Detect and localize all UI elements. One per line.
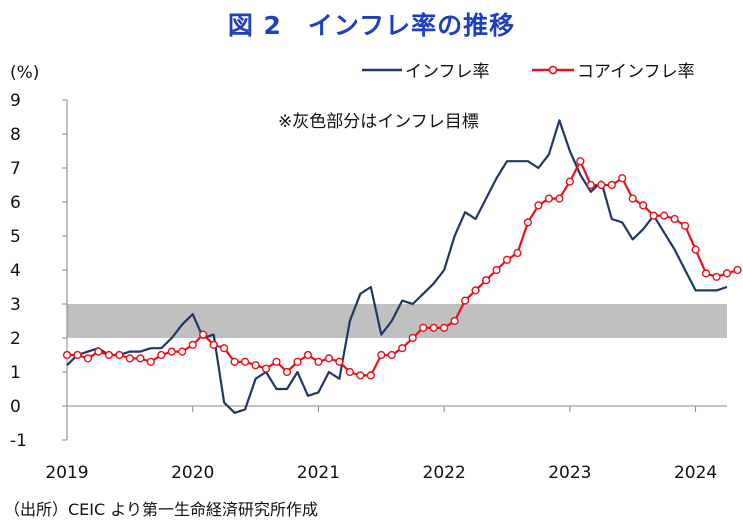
core-inflation-point — [513, 248, 522, 258]
core-inflation-point — [722, 269, 732, 278]
core-inflation-point — [670, 214, 679, 224]
core-inflation-point — [712, 272, 721, 281]
core-inflation-point — [356, 371, 365, 380]
core-inflation-point — [429, 323, 438, 332]
core-inflation-point — [125, 354, 134, 363]
core-inflation-point — [628, 194, 637, 203]
chart-title: 図 2 インフレ率の推移 — [227, 11, 516, 40]
core-inflation-point — [335, 357, 344, 366]
core-inflation-point — [471, 286, 480, 295]
core-inflation-point — [94, 347, 103, 356]
core-inflation-point — [555, 194, 564, 203]
legend-core-label: コアインフレ率 — [577, 62, 695, 82]
core-inflation-point — [209, 340, 218, 349]
y-tick-label: 2 — [10, 329, 21, 349]
target-band-annotation: ※灰色部分はインフレ目標 — [278, 112, 479, 132]
core-inflation-point — [146, 357, 155, 366]
y-tick-label: 8 — [10, 125, 21, 145]
core-inflation-point — [450, 316, 459, 326]
core-inflation-point — [492, 265, 501, 275]
y-tick-label: 0 — [10, 397, 21, 417]
core-inflation-point — [618, 174, 627, 183]
x-tick-label: 2024 — [674, 463, 717, 483]
core-inflation-point — [199, 330, 208, 339]
core-inflation-point — [502, 255, 512, 264]
core-inflation-point — [188, 340, 197, 349]
core-inflation-point — [62, 350, 72, 360]
y-tick-label: 3 — [10, 295, 21, 315]
core-inflation-point — [565, 177, 574, 186]
legend-inflation-label: インフレ率 — [405, 62, 490, 82]
core-inflation-point — [481, 276, 491, 285]
core-inflation-point — [649, 211, 658, 220]
inflation-line — [66, 119, 728, 414]
core-inflation-point — [440, 323, 449, 332]
y-tick-label: 9 — [10, 91, 21, 111]
core-inflation-point — [576, 157, 585, 166]
core-inflation-point — [586, 180, 595, 190]
core-inflation-point — [597, 180, 606, 190]
legend-core-marker — [548, 65, 558, 75]
core-inflation-point — [387, 350, 396, 360]
core-inflation-point — [314, 357, 323, 366]
core-inflation-point — [272, 357, 281, 366]
y-tick-label: 7 — [10, 159, 21, 179]
y-tick-label: 5 — [10, 227, 21, 247]
core-inflation-point — [398, 344, 407, 353]
core-inflation-point — [377, 350, 386, 360]
core-inflation-point — [261, 364, 271, 373]
core-inflation-point — [660, 211, 669, 220]
core-inflation-point — [293, 357, 302, 366]
y-tick-label: 1 — [10, 363, 21, 383]
core-inflation-point — [73, 350, 82, 360]
y-tick-label: 6 — [10, 193, 21, 213]
core-inflation-point — [691, 245, 700, 254]
core-inflation-point — [157, 350, 166, 360]
y-tick-label: 4 — [10, 261, 21, 281]
core-inflation-point — [251, 361, 260, 370]
core-inflation-point — [115, 350, 124, 360]
core-inflation-point — [733, 265, 742, 275]
core-inflation-point — [324, 354, 334, 363]
core-inflation-point — [408, 333, 417, 343]
source-note: （出所）CEIC より第一生命経済研究所作成 — [4, 500, 318, 519]
core-inflation-point — [178, 347, 187, 356]
legend: インフレ率 コアインフレ率 — [362, 62, 695, 82]
core-inflation-point — [544, 194, 554, 203]
y-axis-unit-label: (%) — [10, 63, 39, 83]
x-tick-label: 2021 — [297, 463, 340, 483]
core-inflation-point — [680, 221, 690, 230]
core-inflation-point — [167, 347, 176, 356]
core-inflation-point — [419, 323, 428, 332]
core-inflation-point — [607, 180, 616, 190]
core-inflation-point — [136, 354, 145, 363]
core-inflation-point — [460, 296, 470, 305]
y-tick-label: -1 — [10, 431, 27, 451]
core-inflation-point — [534, 201, 543, 210]
core-inflation-point — [83, 354, 93, 363]
x-tick-label: 2023 — [548, 463, 591, 483]
core-inflation-point — [230, 357, 239, 366]
core-inflation-point — [240, 357, 250, 366]
core-inflation-point — [366, 371, 375, 380]
core-inflation-point — [701, 269, 711, 278]
core-inflation-point — [220, 344, 229, 353]
core-inflation-point — [345, 367, 354, 377]
core-inflation-point — [639, 201, 648, 210]
core-inflation-point — [523, 218, 533, 227]
core-inflation-point — [282, 367, 292, 377]
core-inflation-point — [104, 350, 114, 360]
x-tick-label: 2019 — [45, 463, 88, 483]
core-inflation-point — [303, 350, 313, 360]
x-tick-label: 2020 — [171, 463, 214, 483]
x-tick-label: 2022 — [423, 463, 466, 483]
